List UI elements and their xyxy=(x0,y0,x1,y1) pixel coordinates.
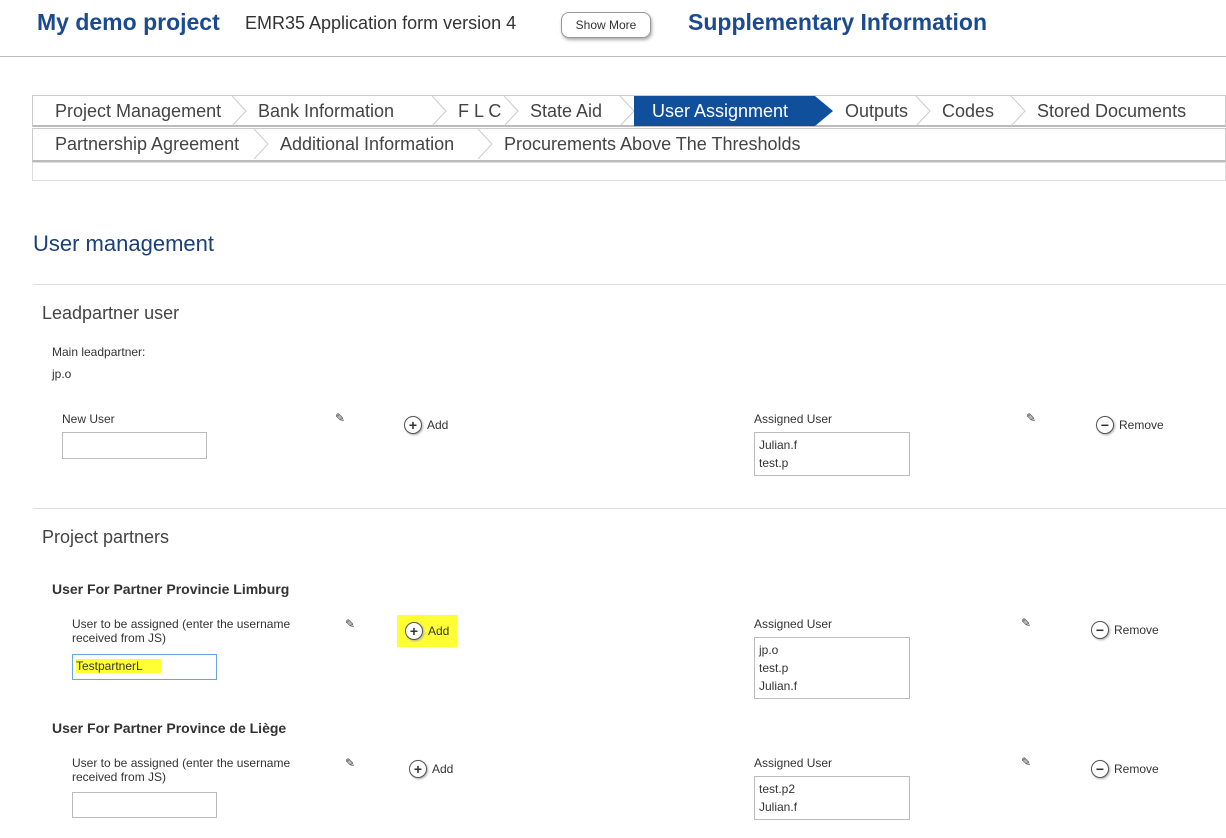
pencil-icon: ✎ xyxy=(345,617,356,631)
list-item[interactable]: Julian.f xyxy=(759,800,798,814)
tab-user-assignment[interactable]: User Assignment xyxy=(634,96,833,126)
user-field-label: User to be assigned (enter the username … xyxy=(72,756,291,784)
input-value: TestpartnerL xyxy=(76,659,161,673)
assigned-user-label: Assigned User xyxy=(754,756,833,770)
tab-separator-chevron xyxy=(915,96,931,126)
tab-bank-information[interactable]: Bank Information xyxy=(258,101,395,121)
pencil-icon: ✎ xyxy=(1026,411,1037,425)
tab-separator-chevron xyxy=(231,96,247,126)
pencil-icon: ✎ xyxy=(335,411,346,425)
assigned-user-label: Assigned User xyxy=(754,617,833,631)
tab-codes[interactable]: Codes xyxy=(942,101,995,121)
pencil-icon: ✎ xyxy=(1021,755,1032,769)
add-button[interactable]: + Add xyxy=(409,760,453,778)
tab-project-management[interactable]: Project Management xyxy=(55,101,222,121)
assigned-user-list[interactable]: test.p2 Julian.f xyxy=(754,776,910,820)
divider xyxy=(33,508,1226,509)
list-item[interactable]: test.p2 xyxy=(759,782,796,796)
list-item[interactable]: jp.o xyxy=(759,643,779,657)
list-item[interactable]: test.p xyxy=(759,661,789,675)
project-title: My demo project xyxy=(37,9,220,35)
tab-content-bar xyxy=(32,162,1226,181)
tab-f-l-c[interactable]: F L C xyxy=(458,101,502,121)
partner-title: User For Partner Province de Liège xyxy=(52,720,287,736)
list-item[interactable]: test.p xyxy=(759,456,789,470)
main-leadpartner-value: jp.o xyxy=(52,367,72,381)
pencil-icon: ✎ xyxy=(345,756,356,770)
plus-icon: + xyxy=(409,760,427,778)
remove-label: Remove xyxy=(1114,762,1159,776)
tab-separator-chevron xyxy=(619,96,635,126)
remove-label: Remove xyxy=(1114,623,1159,637)
assigned-user-list[interactable]: jp.o test.p Julian.f xyxy=(754,637,910,699)
partner-user-input[interactable]: TestpartnerL xyxy=(72,654,217,680)
minus-icon: − xyxy=(1096,416,1114,434)
list-item[interactable]: Julian.f xyxy=(759,679,798,693)
new-user-input[interactable] xyxy=(62,432,207,459)
section-title: Supplementary Information xyxy=(688,9,988,35)
show-more-button[interactable]: Show More xyxy=(561,12,651,38)
tab-outputs[interactable]: Outputs xyxy=(845,101,909,121)
page-title: User management xyxy=(33,231,214,256)
minus-icon: − xyxy=(1091,760,1109,778)
tab-separator-chevron xyxy=(253,129,269,159)
new-user-label: New User xyxy=(62,412,115,426)
tab-partnership-agreement[interactable]: Partnership Agreement xyxy=(55,134,240,154)
tab-separator-chevron xyxy=(1010,96,1026,126)
tab-row-1: Project Management Bank Information F L C S… xyxy=(32,95,1226,127)
add-button[interactable]: + Add xyxy=(397,615,458,647)
remove-button[interactable]: − Remove xyxy=(1091,760,1159,778)
partner-user-input[interactable] xyxy=(72,792,217,818)
remove-button[interactable]: − Remove xyxy=(1091,621,1159,639)
plus-icon: + xyxy=(405,622,423,640)
add-label: Add xyxy=(428,624,450,638)
tab-procurements-above-the-thresholds[interactable]: Procurements Above The Thresholds xyxy=(504,134,801,154)
add-label: Add xyxy=(427,418,449,432)
minus-icon: − xyxy=(1091,621,1109,639)
list-item[interactable]: Julian.f xyxy=(759,438,798,452)
tab-row-2: Partnership Agreement Additional Informat… xyxy=(32,128,1226,162)
main-leadpartner-label: Main leadpartner: xyxy=(52,345,146,359)
form-name: EMR35 Application form version 4 xyxy=(245,13,517,33)
partner-title: User For Partner Provincie Limburg xyxy=(52,581,290,597)
tab-separator-chevron xyxy=(503,96,519,126)
tab-state-aid[interactable]: State Aid xyxy=(530,101,603,121)
leadpartner-heading: Leadpartner user xyxy=(42,303,180,323)
tab-separator-chevron xyxy=(477,129,493,159)
plus-icon: + xyxy=(404,416,422,434)
header-divider xyxy=(0,56,1226,57)
assigned-user-label: Assigned User xyxy=(754,412,833,426)
pencil-icon: ✎ xyxy=(1021,616,1032,630)
add-button[interactable]: + Add xyxy=(404,416,448,434)
remove-button[interactable]: − Remove xyxy=(1096,416,1164,434)
remove-label: Remove xyxy=(1119,418,1164,432)
tab-stored-documents[interactable]: Stored Documents xyxy=(1037,101,1187,121)
tab-additional-information[interactable]: Additional Information xyxy=(280,134,455,154)
assigned-user-list[interactable]: Julian.f test.p xyxy=(754,432,910,476)
add-label: Add xyxy=(432,762,454,776)
tab-separator-chevron xyxy=(431,96,447,126)
project-partners-heading: Project partners xyxy=(42,527,170,547)
user-field-label: User to be assigned (enter the username … xyxy=(72,617,291,645)
divider xyxy=(33,284,1226,285)
